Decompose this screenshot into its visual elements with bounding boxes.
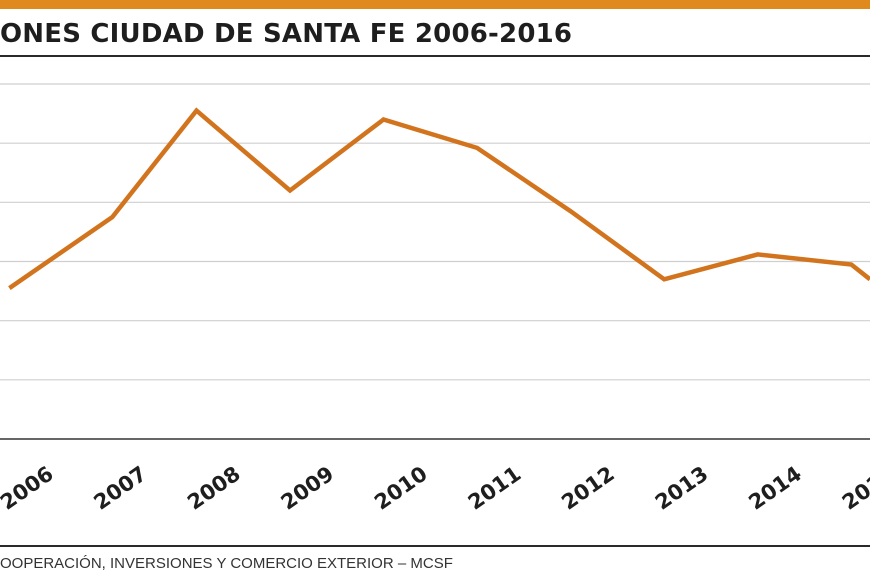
x-tick-2010: 2010 (370, 462, 432, 515)
x-tick-2012: 2012 (557, 462, 619, 515)
series-lines (8, 107, 870, 290)
top-accent-bar (0, 0, 870, 9)
x-tick-2015: 2015 (838, 462, 870, 515)
x-tick-2006: 2006 (0, 462, 58, 515)
source-note: OOPERACIÓN, INVERSIONES Y COMERCIO EXTER… (0, 555, 453, 572)
x-tick-2009: 2009 (277, 462, 339, 515)
x-tick-2013: 2013 (651, 462, 713, 515)
x-tick-2014: 2014 (744, 462, 806, 515)
title-divider (0, 55, 870, 57)
chart-title: ONES CIUDAD DE SANTA FE 2006-2016 (0, 19, 573, 49)
x-tick-labels: 2006 2007 2008 2009 2010 2011 2012 2013 2014 2015 (0, 462, 870, 515)
footer-divider (0, 545, 870, 547)
x-tick-2008: 2008 (183, 462, 245, 515)
x-tick-2011: 2011 (464, 462, 526, 515)
x-tick-2007: 2007 (90, 462, 152, 515)
gridlines (0, 83, 870, 381)
